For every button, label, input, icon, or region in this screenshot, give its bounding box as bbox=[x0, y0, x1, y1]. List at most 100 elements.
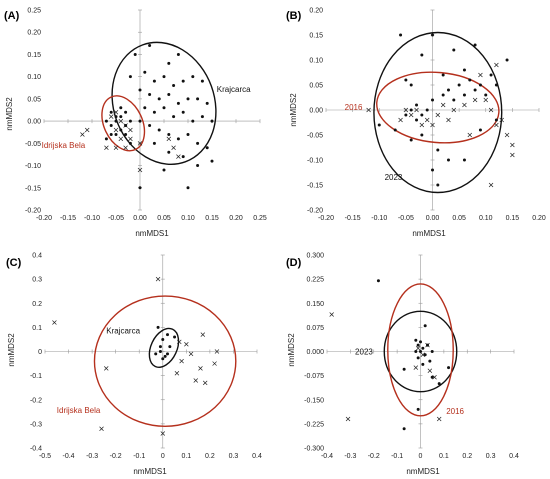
panel-a-dot-point bbox=[181, 155, 185, 159]
cross-stroke bbox=[436, 416, 442, 422]
cross-stroke bbox=[446, 117, 451, 123]
panel-b-cross-point bbox=[366, 107, 371, 113]
panel-c-x-tick-label: -0.2 bbox=[110, 453, 122, 460]
panel-c-dot-point bbox=[168, 345, 172, 349]
cross-stroke bbox=[113, 109, 119, 115]
panel-a-y-tick-label: -0.05 bbox=[25, 141, 41, 148]
panel-c-dot-point bbox=[161, 357, 165, 361]
cross-stroke bbox=[478, 72, 483, 78]
panel-b-cross-point bbox=[398, 117, 403, 123]
panel-d-dot-point bbox=[437, 382, 441, 386]
panel-a-dot-point bbox=[109, 124, 113, 128]
panel-b-x-tick-label: -0.20 bbox=[318, 215, 334, 222]
panel-b-dot-point bbox=[441, 73, 445, 77]
panel-c-annotation: Idrijska Bela bbox=[57, 406, 101, 415]
panel-a-x-tick-label: -0.10 bbox=[84, 215, 100, 222]
cross-stroke bbox=[510, 152, 515, 158]
panel-b-x-tick-label: -0.15 bbox=[345, 215, 361, 222]
panel-b-dot-point bbox=[431, 98, 434, 102]
cross-stroke bbox=[345, 416, 351, 422]
cross-stroke bbox=[137, 167, 143, 173]
panel-c-dot-point bbox=[161, 337, 165, 341]
panel-b-cross-point bbox=[483, 97, 488, 103]
panel-a-dot-point bbox=[162, 168, 166, 172]
cross-stroke bbox=[177, 339, 182, 345]
panel-a-dot-point bbox=[109, 110, 113, 114]
cross-stroke bbox=[137, 141, 143, 146]
panel-c-cross-point bbox=[214, 349, 220, 354]
panel-b-dot-point bbox=[393, 128, 397, 132]
panel-c-cross-point bbox=[200, 332, 206, 337]
panel-a-y-tick-label: 0.10 bbox=[27, 74, 41, 81]
panel-a-dot-point bbox=[119, 106, 123, 110]
cross-stroke bbox=[504, 132, 510, 138]
cross-stroke bbox=[499, 117, 504, 123]
panel-b-cross-point bbox=[488, 107, 494, 113]
panel-b-dot-point bbox=[441, 93, 445, 97]
panel-b-cross-point bbox=[478, 72, 483, 78]
panel-d-dot-point bbox=[423, 324, 427, 328]
panel-d-cross-point bbox=[420, 352, 426, 357]
panel-b-y-tick-label: -0.15 bbox=[307, 183, 323, 190]
panel-b-dot-point bbox=[377, 123, 381, 127]
panel-b-cross-point bbox=[494, 62, 499, 68]
panel-b-label: (B) bbox=[286, 10, 302, 22]
panel-a-dot-point bbox=[181, 79, 185, 83]
panel-b-cross-point bbox=[499, 117, 504, 123]
panel-a-dot-point bbox=[148, 124, 152, 128]
panel-b-y-tick-label: 0.15 bbox=[309, 33, 323, 40]
panel-c-x-tick-label: -0.5 bbox=[39, 453, 51, 460]
cross-stroke bbox=[451, 107, 457, 113]
panel-b-cross-point bbox=[467, 132, 473, 138]
panel-a-cross-point bbox=[171, 145, 176, 151]
panel-b-cross-point bbox=[403, 107, 409, 113]
panel-d-y-tick-label: 0.000 bbox=[306, 349, 324, 356]
cross-stroke bbox=[462, 102, 467, 108]
panel-d-cross-point bbox=[432, 374, 437, 380]
panel-a-y-tick-label: 0.20 bbox=[27, 30, 41, 37]
panel-a-x-tick-label: 0.10 bbox=[181, 215, 195, 222]
panel-b-dot-point bbox=[473, 88, 477, 92]
panel-d-y-tick-label: -0.225 bbox=[304, 421, 324, 428]
panel-a-dot-point bbox=[167, 92, 171, 96]
panel-d-dot-point bbox=[423, 353, 427, 357]
panel-a-cross-point bbox=[113, 127, 119, 133]
panel-a: (A) nmMDS1 nmMDS2 -0.20 -0.15 -0.10 -0.05 0.… bbox=[4, 8, 267, 239]
panel-d-label: (D) bbox=[286, 257, 302, 269]
panel-b-cross-point bbox=[446, 117, 451, 123]
panel-b-dot-point bbox=[415, 118, 419, 122]
panel-a-dot-point bbox=[114, 119, 118, 123]
panel-b-cross-point bbox=[451, 107, 457, 113]
panel-a-dot-point bbox=[119, 115, 123, 119]
panel-d-cross-point bbox=[345, 416, 351, 422]
panel-b-dot-point bbox=[420, 113, 424, 117]
cross-stroke bbox=[488, 107, 494, 113]
panel-b-y-tick-label: 0.10 bbox=[309, 58, 323, 65]
panel-a-cross-point bbox=[104, 145, 109, 151]
panel-a-dot-point bbox=[186, 132, 190, 136]
panel-a-dot-point bbox=[114, 132, 118, 136]
panel-b-dot-point bbox=[452, 48, 456, 52]
panel-a-x-tick-label: -0.05 bbox=[108, 215, 124, 222]
panel-b-x-tick-label: 0.20 bbox=[532, 215, 546, 222]
panel-c-x-tick-label: -0.4 bbox=[63, 453, 75, 460]
cross-stroke bbox=[198, 366, 203, 371]
panel-a-dot-point bbox=[176, 137, 180, 141]
panel-c-cross-point bbox=[160, 431, 166, 436]
cross-stroke bbox=[472, 97, 478, 103]
panel-b-cross-point bbox=[504, 132, 510, 138]
panel-b-cross-point bbox=[430, 122, 435, 128]
panel-c-y-tick-label: -0.4 bbox=[30, 446, 42, 453]
panel-a-dot-point bbox=[138, 186, 142, 190]
panel-a-x-axis-label: nmMDS1 bbox=[135, 229, 169, 238]
panel-d-y-tick-label: 0.075 bbox=[306, 325, 324, 332]
panel-a-dot-point bbox=[124, 132, 128, 136]
panel-b-dot-point bbox=[409, 138, 413, 142]
panel-d-cross-point bbox=[329, 312, 334, 317]
panel-d-x-tick-label: 0.3 bbox=[486, 453, 496, 460]
panel-d-y-tick-label: 0.225 bbox=[306, 277, 324, 284]
panel-d-y-axis-label: nmMDS2 bbox=[287, 333, 296, 367]
panel-a-dot-point bbox=[152, 141, 156, 145]
cross-stroke bbox=[398, 117, 403, 123]
panel-a-dot-point bbox=[196, 164, 200, 168]
